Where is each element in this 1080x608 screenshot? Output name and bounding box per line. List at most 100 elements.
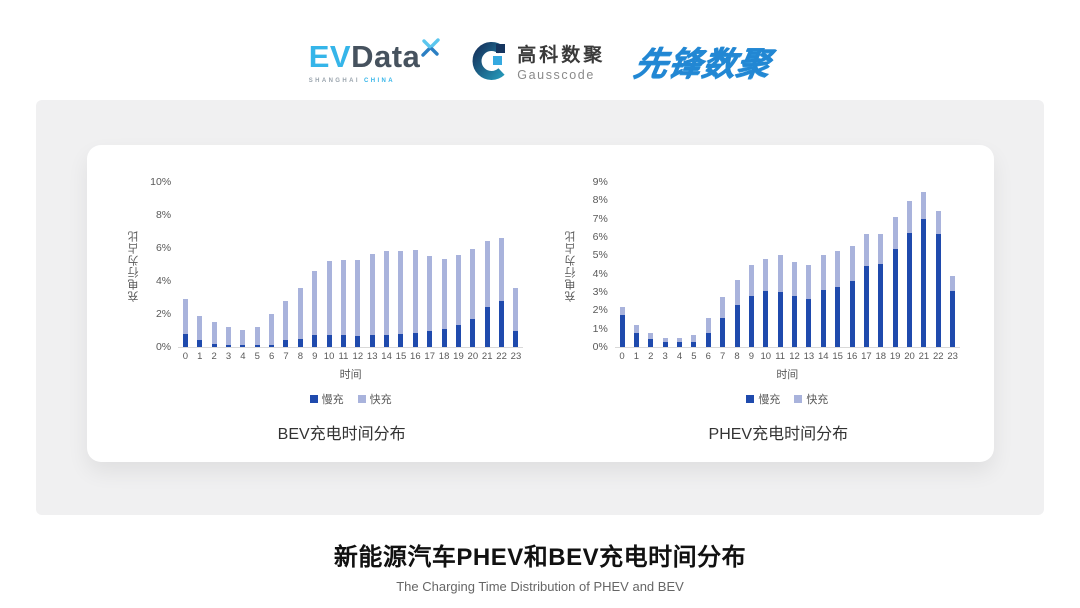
bar-segment-fast xyxy=(806,264,812,300)
bar-segment-slow xyxy=(691,341,697,347)
x-axis-tick-label: 19 xyxy=(889,351,901,362)
pinwheel-icon xyxy=(421,38,440,57)
bar-segment-slow xyxy=(648,338,654,347)
evdata-logo-subtitle: SHANGHAI CHINA xyxy=(309,78,441,84)
bar-segment-slow xyxy=(484,307,490,347)
bev-chart-title: BEV充电时间分布 xyxy=(277,426,406,443)
legend-swatch xyxy=(794,395,803,403)
bar-segment-fast xyxy=(369,253,375,336)
bar-column xyxy=(480,183,494,347)
bar-segment-fast xyxy=(720,296,726,318)
bar-segment-fast xyxy=(269,314,275,345)
legend-label: 快充 xyxy=(369,394,392,406)
bar-column xyxy=(408,183,422,347)
bar-segment-slow xyxy=(907,233,912,347)
gausscode-g-icon xyxy=(472,42,506,80)
legend-label: 慢充 xyxy=(321,394,344,406)
bar-segment-slow xyxy=(763,291,769,347)
bev-chart: 充电行为占比 0% 2% 4% 6% 8% 10% 0 1 2 3 4 5 6 7 8 9 10 11 12 13 1… xyxy=(120,176,524,462)
bar-segment-fast xyxy=(384,251,390,336)
evdata-logo: EV Data SHANGHAI CHINA xyxy=(309,38,441,84)
bar-column xyxy=(629,183,643,347)
bar-segment-fast xyxy=(748,264,754,296)
y-axis-tick-label: 5% xyxy=(592,249,608,262)
x-axis-tick-label: 14 xyxy=(381,351,392,362)
bar-segment-fast xyxy=(182,299,188,334)
bev-x-axis-labels: 0 1 2 3 4 5 6 7 8 9 10 11 12 13 14 15 16 17 18 19 20 21 22 23 xyxy=(178,351,523,362)
bar-column xyxy=(687,183,701,347)
bar-segment-fast xyxy=(763,259,769,292)
bar-segment-fast xyxy=(662,337,668,343)
evdata-logo-ev-text: EV xyxy=(308,39,352,74)
bar-segment-slow xyxy=(835,286,841,347)
bar-column xyxy=(672,183,686,347)
bar-segment-slow xyxy=(340,335,346,347)
bar-segment-fast xyxy=(283,300,289,341)
evdata-logo-data-text: Data xyxy=(351,39,421,74)
x-axis-tick-label: 13 xyxy=(803,351,815,362)
x-axis-tick-label: 11 xyxy=(338,351,349,362)
phev-x-axis-title: 时间 xyxy=(776,369,799,381)
bar-segment-fast xyxy=(513,287,519,331)
bar-segment-fast xyxy=(734,280,740,305)
x-axis-tick-label: 20 xyxy=(467,351,479,362)
bar-segment-fast xyxy=(398,251,404,334)
x-axis-tick-label: 23 xyxy=(947,351,958,362)
phev-x-axis-labels: 0 1 2 3 4 5 6 7 8 9 10 11 12 13 14 15 16 17 18 19 20 21 22 23 xyxy=(615,351,960,362)
bar-segment-slow xyxy=(777,292,783,347)
bar-segment-slow xyxy=(619,314,625,347)
y-axis-tick-label: 8% xyxy=(155,209,172,221)
bar-segment-slow xyxy=(748,295,754,347)
bar-segment-slow xyxy=(326,335,332,347)
x-axis-tick-label: 18 xyxy=(438,351,450,362)
bars-group xyxy=(615,183,960,347)
y-axis-tick-label: 2% xyxy=(592,304,608,317)
bar-segment-fast xyxy=(950,276,956,292)
bar-segment-fast xyxy=(907,201,912,234)
x-axis-tick-label: 10 xyxy=(323,351,335,362)
bev-legend: 慢充 快充 xyxy=(309,391,392,407)
page-subtitle: The Charging Time Distribution of PHEV a… xyxy=(396,579,684,594)
bar-column xyxy=(773,183,787,347)
bar-segment-slow xyxy=(182,333,188,347)
gray-panel: 充电行为占比 0% 2% 4% 6% 8% 10% 0 1 2 3 4 5 6 7 8 9 10 11 12 13 1… xyxy=(36,100,1044,515)
bar-segment-fast xyxy=(499,238,505,301)
bar-column xyxy=(859,183,873,347)
bar-column xyxy=(308,183,322,347)
x-axis-tick-label: 22 xyxy=(932,351,944,362)
bev-x-axis-title: 时间 xyxy=(339,369,362,381)
pioneer-logo-text: 先锋数聚 xyxy=(631,45,775,82)
bar-column xyxy=(917,183,931,347)
x-axis-tick-label: 19 xyxy=(453,351,464,362)
phev-plot-area: 0% 1% 2% 3% 4% 5% 6% 7% 8% 9% xyxy=(593,176,960,353)
phev-y-axis-title: 充电行为占比 xyxy=(564,229,577,302)
bar-segment-slow xyxy=(369,335,375,347)
bar-segment-fast xyxy=(427,256,433,331)
bar-segment-slow xyxy=(705,333,711,347)
bar-column xyxy=(250,183,264,347)
bar-segment-fast xyxy=(648,333,654,339)
legend-item-slow: 慢充 xyxy=(309,391,344,407)
bar-column xyxy=(193,183,207,347)
bar-column xyxy=(888,183,902,347)
legend-item-slow: 慢充 xyxy=(746,391,780,407)
x-axis-tick-label: 3 xyxy=(225,351,232,362)
footer: 新能源汽车PHEV和BEV充电时间分布 The Charging Time Di… xyxy=(0,537,1080,594)
bar-segment-slow xyxy=(849,281,855,347)
bar-segment-slow xyxy=(921,218,927,347)
bar-segment-slow xyxy=(240,345,246,347)
x-axis-tick-label: 14 xyxy=(817,351,829,362)
bar-segment-slow xyxy=(211,343,217,347)
gausscode-cn-text: 高科数聚 xyxy=(517,45,606,66)
bar-segment-fast xyxy=(892,216,898,249)
bar-segment-slow xyxy=(355,336,361,347)
bar-segment-slow xyxy=(269,344,275,347)
bar-column xyxy=(423,183,437,347)
bar-column xyxy=(207,183,221,347)
bar-segment-fast xyxy=(441,258,447,329)
bar-segment-fast xyxy=(412,249,418,333)
bar-column xyxy=(466,183,480,347)
x-axis-tick-label: 12 xyxy=(352,351,364,362)
legend-label: 快充 xyxy=(806,394,829,406)
page-title: 新能源汽车PHEV和BEV充电时间分布 xyxy=(333,544,747,571)
